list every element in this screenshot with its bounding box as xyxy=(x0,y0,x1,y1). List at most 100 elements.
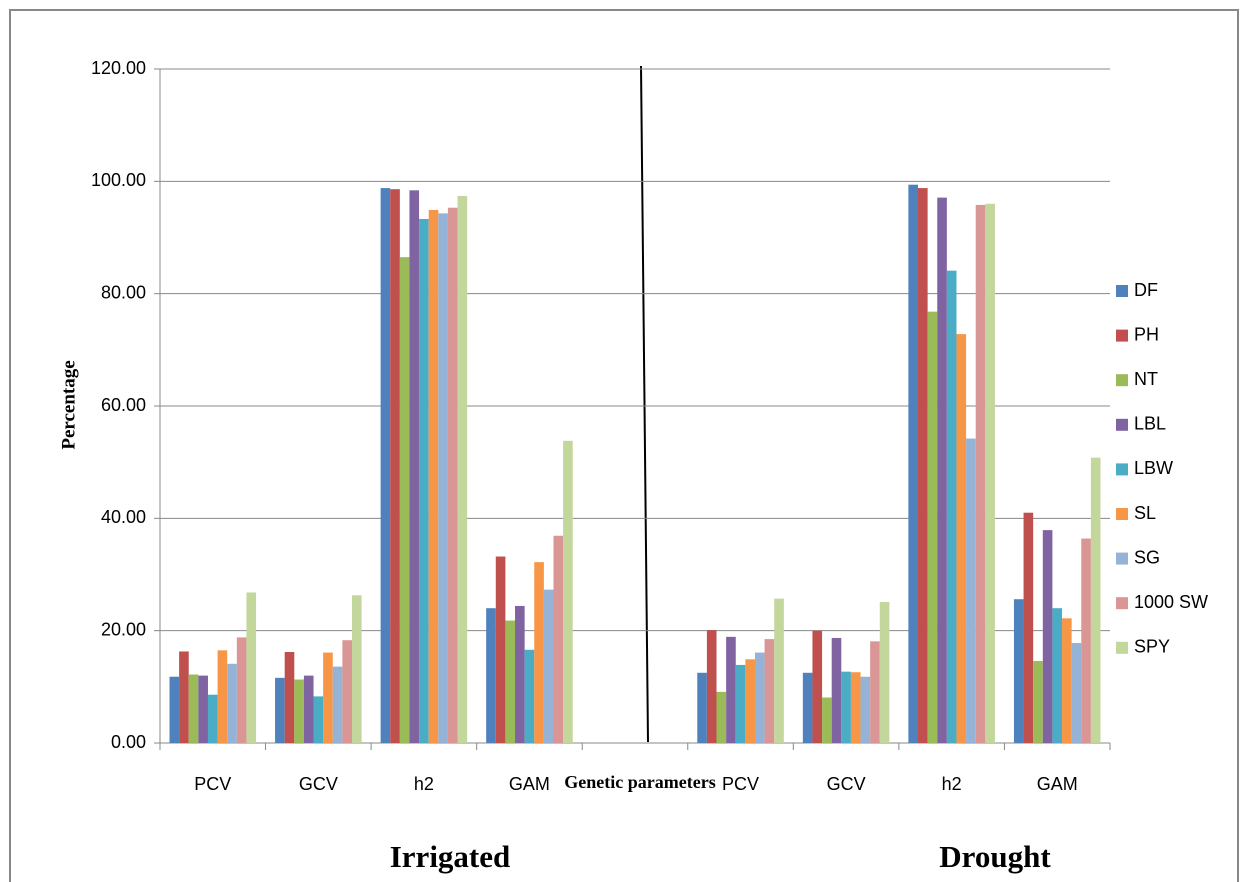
legend-swatch xyxy=(1116,329,1128,342)
bar xyxy=(802,672,813,743)
bar xyxy=(495,556,506,743)
bar xyxy=(1042,530,1053,743)
bar xyxy=(323,652,333,743)
bar xyxy=(985,203,995,744)
bar xyxy=(937,197,947,743)
legend-swatch xyxy=(1116,374,1128,387)
bar xyxy=(841,671,851,743)
x-axis-title: Genetic parameters xyxy=(564,772,715,792)
bar xyxy=(812,630,823,743)
bar xyxy=(447,207,458,743)
bar xyxy=(428,209,439,743)
bar xyxy=(342,640,352,743)
y-tick-label: 40.00 xyxy=(101,507,146,527)
bar xyxy=(1071,643,1082,743)
legend-label: 1000 SW xyxy=(1134,592,1208,612)
legend-swatch xyxy=(1116,463,1128,476)
bar xyxy=(1052,608,1063,743)
bar xyxy=(1062,618,1072,743)
bar xyxy=(303,675,314,743)
x-tick-label: h2 xyxy=(942,774,962,794)
legend-label: SL xyxy=(1134,503,1156,523)
annotation: Drought xyxy=(939,839,1051,874)
bar xyxy=(188,674,199,743)
bar xyxy=(543,589,554,743)
legend-label: PH xyxy=(1134,324,1159,344)
bar xyxy=(438,213,448,743)
legend-label: LBL xyxy=(1134,414,1166,434)
bar xyxy=(831,637,842,743)
bar xyxy=(774,598,784,743)
y-tick-label: 100.00 xyxy=(91,170,146,190)
bar xyxy=(754,652,765,743)
bar xyxy=(534,562,544,743)
bar xyxy=(1033,660,1043,743)
y-tick-label: 20.00 xyxy=(101,619,146,639)
bar xyxy=(380,188,391,743)
bar xyxy=(860,676,871,743)
bar xyxy=(966,438,976,743)
legend-swatch xyxy=(1116,285,1128,297)
bar xyxy=(879,602,890,743)
bar xyxy=(927,311,938,743)
y-tick-label: 80.00 xyxy=(101,282,146,302)
bar xyxy=(1081,538,1091,743)
legend-swatch xyxy=(1116,597,1128,610)
bar xyxy=(284,652,295,743)
bar xyxy=(505,620,516,743)
bar xyxy=(275,677,285,743)
bar xyxy=(515,605,525,743)
y-tick-label: 60.00 xyxy=(101,395,146,415)
bar xyxy=(207,694,218,743)
x-tick-label: GAM xyxy=(509,774,550,794)
bar xyxy=(1023,512,1034,743)
x-tick-label: PCV xyxy=(194,774,231,794)
legend-swatch xyxy=(1116,508,1128,520)
legend-label: SG xyxy=(1134,547,1160,567)
bar xyxy=(198,675,208,743)
bar xyxy=(457,195,468,744)
bar xyxy=(524,649,535,743)
bar xyxy=(486,608,496,743)
y-tick-label: 0.00 xyxy=(111,732,146,752)
bar xyxy=(946,270,957,743)
bar xyxy=(870,641,880,743)
bar xyxy=(918,188,928,743)
bar xyxy=(179,651,189,743)
bar xyxy=(726,636,736,743)
legend-label: SPY xyxy=(1134,637,1170,657)
x-tick-label: GCV xyxy=(827,774,866,794)
bar xyxy=(706,630,717,743)
legend-swatch xyxy=(1116,641,1128,654)
bar xyxy=(419,218,429,744)
x-tick-label: GAM xyxy=(1037,774,1078,794)
bar xyxy=(390,189,400,744)
annotation: Irrigated xyxy=(390,839,511,874)
bar xyxy=(1013,599,1024,743)
bar xyxy=(313,696,324,743)
bar xyxy=(822,697,832,743)
divider xyxy=(640,65,649,743)
bar xyxy=(246,592,257,743)
bar xyxy=(169,676,180,743)
legend-label: DF xyxy=(1134,280,1158,300)
bar xyxy=(236,637,247,743)
bar xyxy=(716,691,727,743)
y-axis-title: Percentage xyxy=(58,360,79,449)
bar xyxy=(975,204,986,743)
bar xyxy=(563,440,573,743)
x-tick-label: GCV xyxy=(299,774,338,794)
frame xyxy=(9,9,1239,882)
bar xyxy=(409,190,420,743)
bar xyxy=(956,334,967,743)
bar xyxy=(351,595,362,743)
bar xyxy=(745,659,755,743)
bar xyxy=(553,535,564,743)
x-tick-label: PCV xyxy=(722,774,759,794)
bar xyxy=(1090,457,1101,743)
bar xyxy=(850,672,861,743)
bar xyxy=(908,184,919,743)
bar xyxy=(227,663,237,743)
bar xyxy=(294,679,304,743)
